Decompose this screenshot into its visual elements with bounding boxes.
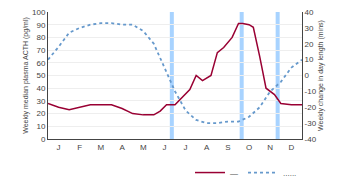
svg-text:-10: -10 (305, 87, 317, 96)
svg-text:A: A (204, 143, 210, 152)
svg-text:20: 20 (305, 40, 314, 49)
svg-text:40: 40 (305, 8, 314, 17)
svg-text:O: O (246, 143, 252, 152)
svg-text:-40: -40 (305, 135, 317, 144)
svg-text:Weekly change in day length (m: Weekly change in day length (mins) (317, 20, 325, 131)
svg-text:30: 30 (305, 24, 314, 33)
svg-text:30: 30 (36, 97, 45, 106)
svg-text:80: 80 (36, 33, 45, 42)
svg-text:90: 90 (36, 21, 45, 30)
svg-text:S: S (225, 143, 230, 152)
svg-text:J: J (57, 143, 61, 152)
svg-text:50: 50 (36, 71, 45, 80)
svg-text:M: M (140, 143, 147, 152)
svg-text:D: D (289, 143, 295, 152)
svg-text:40: 40 (36, 84, 45, 93)
svg-text:-30: -30 (305, 119, 317, 128)
svg-text:0: 0 (41, 135, 46, 144)
svg-text:-20: -20 (305, 103, 317, 112)
svg-text:N: N (267, 143, 273, 152)
svg-text:J: J (162, 143, 166, 152)
svg-text:—: — (230, 169, 238, 178)
svg-text:20: 20 (36, 109, 45, 118)
svg-text:......: ...... (283, 169, 296, 178)
svg-text:Weekly median plasma ACTH (pg/: Weekly median plasma ACTH (pg/ml) (22, 17, 30, 134)
svg-text:100: 100 (32, 8, 46, 17)
svg-text:J: J (184, 143, 188, 152)
svg-text:0: 0 (305, 71, 310, 80)
svg-text:70: 70 (36, 46, 45, 55)
svg-text:10: 10 (305, 55, 314, 64)
svg-text:F: F (77, 143, 82, 152)
svg-text:60: 60 (36, 59, 45, 68)
svg-text:M: M (98, 143, 105, 152)
svg-text:A: A (119, 143, 125, 152)
svg-text:10: 10 (36, 122, 45, 131)
